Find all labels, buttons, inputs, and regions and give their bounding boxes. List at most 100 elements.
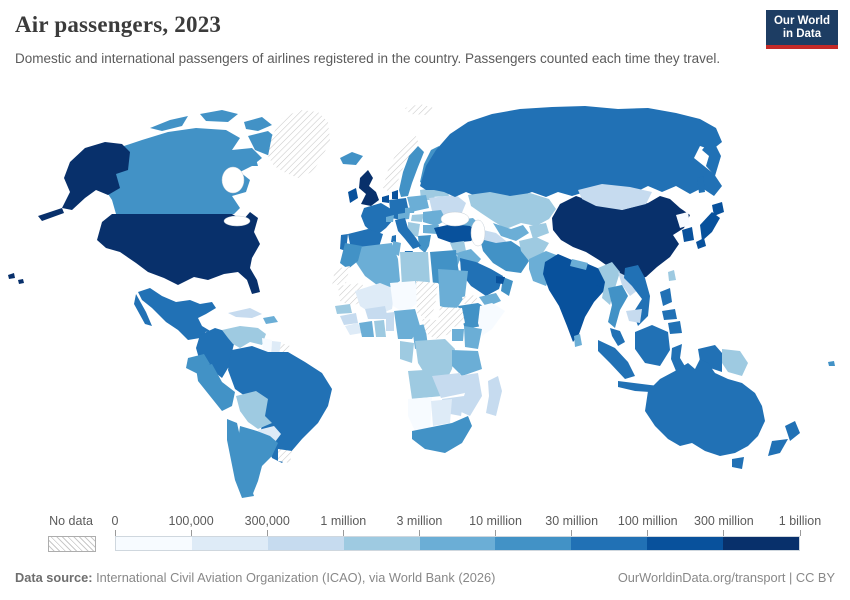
country-cambodia[interactable]: [626, 309, 642, 323]
country-kazakhstan[interactable]: [468, 192, 556, 229]
country-vietnam[interactable]: [624, 265, 650, 326]
legend-segment[interactable]: [571, 537, 648, 550]
country-romania[interactable]: [423, 210, 446, 226]
country-zambia[interactable]: [432, 373, 465, 398]
country-papua-new-guinea[interactable]: [722, 349, 748, 376]
country-new-zealand-south[interactable]: [768, 439, 788, 456]
country-guinea[interactable]: [340, 313, 358, 325]
legend-segment[interactable]: [116, 537, 192, 550]
country-senegal[interactable]: [335, 304, 352, 314]
country-mozambique[interactable]: [458, 373, 482, 416]
country-nepal[interactable]: [570, 259, 588, 270]
country-bolivia[interactable]: [236, 391, 272, 429]
country-south-korea[interactable]: [682, 227, 694, 242]
owid-credit-link[interactable]: OurWorldinData.org/transport | CC BY: [617, 570, 835, 585]
country-uruguay[interactable]: [278, 449, 292, 463]
country-czechia[interactable]: [405, 207, 415, 213]
country-united-kingdom[interactable]: [359, 170, 379, 206]
country-fiji[interactable]: [828, 361, 835, 366]
country-venezuela[interactable]: [222, 326, 266, 348]
country-madagascar[interactable]: [486, 376, 502, 416]
legend-segment[interactable]: [647, 537, 724, 550]
legend-segment[interactable]: [191, 537, 268, 550]
country-ivory-coast[interactable]: [359, 321, 374, 337]
country-hungary[interactable]: [411, 214, 424, 222]
country-brazil[interactable]: [228, 346, 332, 463]
country-taiwan[interactable]: [668, 270, 676, 281]
country-thailand[interactable]: [608, 285, 628, 328]
country-australia[interactable]: [645, 359, 765, 456]
country-philippines-mindanao[interactable]: [668, 321, 682, 334]
country-oman[interactable]: [501, 277, 513, 296]
legend-segment[interactable]: [723, 537, 800, 550]
country-japan-hokkaido[interactable]: [712, 202, 724, 216]
country-canada-island[interactable]: [240, 156, 258, 166]
country-hispaniola[interactable]: [263, 316, 278, 324]
legend-segment[interactable]: [267, 537, 344, 550]
country-south-sudan[interactable]: [438, 307, 465, 329]
country-china[interactable]: [552, 196, 690, 280]
country-indonesia-sulawesi[interactable]: [671, 344, 686, 371]
country-cuba[interactable]: [228, 308, 262, 318]
country-svalbard[interactable]: [405, 104, 434, 115]
country-sudan[interactable]: [438, 269, 468, 311]
country-yemen[interactable]: [479, 293, 501, 307]
country-niger[interactable]: [390, 281, 420, 313]
country-usa-mainland[interactable]: [97, 212, 260, 294]
owid-logo[interactable]: Our World in Data: [765, 10, 838, 49]
country-mongolia[interactable]: [578, 184, 652, 210]
country-uganda[interactable]: [452, 329, 464, 341]
country-greece[interactable]: [418, 235, 431, 253]
country-kyrgyzstan-tajikistan[interactable]: [529, 223, 549, 239]
country-south-africa[interactable]: [412, 416, 472, 453]
country-indonesia-sumatra[interactable]: [598, 340, 635, 379]
country-sri-lanka[interactable]: [574, 334, 582, 347]
country-north-korea[interactable]: [676, 212, 690, 228]
country-greenland[interactable]: [268, 110, 330, 178]
country-denmark[interactable]: [392, 190, 398, 199]
legend-segment[interactable]: [419, 537, 496, 550]
country-ireland[interactable]: [348, 188, 358, 203]
country-new-zealand-north[interactable]: [785, 421, 800, 441]
country-western-sahara[interactable]: [332, 266, 350, 286]
country-morocco[interactable]: [340, 243, 362, 269]
country-india[interactable]: [543, 254, 610, 342]
country-italy[interactable]: [395, 218, 421, 249]
country-syria[interactable]: [450, 241, 466, 253]
country-myanmar[interactable]: [598, 262, 620, 305]
country-togo-benin[interactable]: [386, 312, 394, 331]
country-namibia[interactable]: [408, 397, 432, 433]
country-iran[interactable]: [480, 239, 529, 273]
country-russia-kamchatka[interactable]: [702, 138, 721, 176]
country-eritrea[interactable]: [462, 295, 478, 304]
country-australia-tasmania[interactable]: [732, 457, 744, 469]
country-france[interactable]: [361, 203, 393, 236]
country-indonesia-papua[interactable]: [698, 345, 722, 372]
country-botswana[interactable]: [431, 399, 452, 426]
country-turkey[interactable]: [434, 224, 479, 243]
country-argentina[interactable]: [238, 426, 278, 496]
country-netherlands[interactable]: [382, 195, 389, 203]
country-laos[interactable]: [618, 272, 638, 296]
country-iceland[interactable]: [340, 152, 363, 165]
country-saudi-arabia[interactable]: [460, 258, 503, 296]
country-usa-hawaii[interactable]: [8, 273, 15, 279]
country-italy-sardinia[interactable]: [391, 235, 396, 243]
country-bulgaria[interactable]: [423, 225, 439, 234]
country-sierra-leone-liberia[interactable]: [345, 323, 362, 335]
country-libya[interactable]: [400, 252, 430, 290]
country-somalia[interactable]: [478, 303, 505, 336]
country-austria[interactable]: [398, 212, 410, 220]
country-ghana[interactable]: [374, 320, 386, 337]
legend-segment[interactable]: [495, 537, 572, 550]
country-canada-island[interactable]: [150, 116, 188, 131]
country-kenya[interactable]: [464, 326, 482, 349]
country-usa-aleutians[interactable]: [38, 208, 64, 221]
country-switzerland[interactable]: [386, 215, 394, 222]
country-japan-honshu[interactable]: [700, 212, 720, 241]
country-japan-kyushu[interactable]: [696, 238, 706, 249]
country-russia-sakhalin[interactable]: [697, 176, 705, 193]
country-chad[interactable]: [416, 281, 438, 321]
country-usa-alaska[interactable]: [62, 142, 130, 210]
country-algeria[interactable]: [355, 243, 400, 291]
